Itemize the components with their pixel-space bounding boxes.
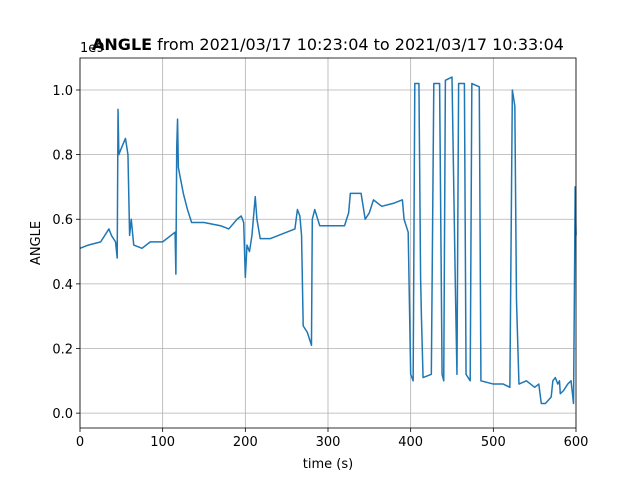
chart-title: ANGLE from 2021/03/17 10:23:04 to 2021/03… <box>92 35 564 54</box>
x-tick-label: 100 <box>150 435 175 450</box>
y-tick-label: 0.0 <box>52 407 73 422</box>
y-offset-label: 1e9 <box>80 41 105 56</box>
y-tick-label: 0.8 <box>52 149 73 164</box>
data-line <box>79 76 577 405</box>
y-tick-label: 0.2 <box>52 343 73 358</box>
x-tick-label: 400 <box>398 435 423 450</box>
plot-frame <box>79 57 577 429</box>
x-tick-label: 600 <box>564 435 589 450</box>
x-tick-label: 300 <box>316 435 341 450</box>
y-tick-label: 1.0 <box>52 84 73 99</box>
y-axis-label: ANGLE <box>29 221 44 265</box>
x-tick-label: 500 <box>481 435 506 450</box>
y-tick-label: 0.6 <box>52 213 73 228</box>
x-tick-label: 200 <box>233 435 258 450</box>
title-suffix: from 2021/03/17 10:23:04 to 2021/03/17 1… <box>157 35 564 54</box>
y-tick-label: 0.4 <box>52 278 73 293</box>
title-bold: ANGLE <box>92 35 152 54</box>
x-tick-label: 0 <box>76 435 84 450</box>
x-axis-label: time (s) <box>303 457 353 472</box>
